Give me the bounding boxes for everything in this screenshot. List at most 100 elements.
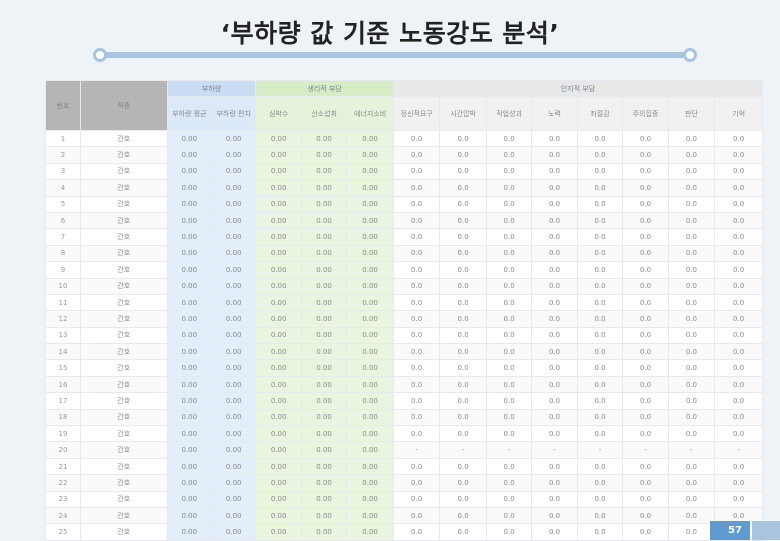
value-cell: 0.0 — [439, 195, 487, 213]
value-cell: 0.00 — [166, 408, 213, 427]
value-cell: 0.00 — [300, 195, 348, 213]
value-cell: 0.0 — [531, 506, 578, 525]
value-cell: 0.00 — [210, 261, 257, 279]
value-cell: 0.0 — [439, 293, 487, 312]
table-row: 4 간호 0.00 0.00 0.00 0.00 0.00 0.0 0.0 0.0 0.0 0.0 0.… — [45, 179, 763, 197]
row-index-cell: 6 — [45, 211, 81, 230]
value-cell: 0.00 — [166, 425, 213, 443]
value-cell: 0.00 — [210, 179, 257, 197]
job-cell: 간호 — [79, 523, 168, 541]
value-cell: 0.0 — [622, 293, 669, 312]
value-cell: 0.00 — [346, 441, 394, 459]
value-cell: 0.0 — [622, 506, 669, 525]
value-cell: 0.0 — [531, 457, 578, 476]
col-header: 에너지소비 — [346, 96, 394, 131]
table-row: 6 간호 0.00 0.00 0.00 0.00 0.00 0.0 0.0 0.0 0.0 0.0 0.… — [45, 211, 763, 230]
value-cell: 0.0 — [485, 228, 533, 246]
col-header: 시간압박 — [439, 96, 487, 131]
value-cell: 0.0 — [622, 277, 669, 295]
value-cell: 0.0 — [439, 474, 487, 492]
value-cell: 0.00 — [166, 392, 213, 410]
value-cell: 0.00 — [346, 474, 394, 492]
value-cell: 0.0 — [485, 457, 533, 476]
col-header: 부하량 평균 — [166, 96, 213, 131]
value-cell: 0.00 — [255, 523, 302, 541]
job-cell: 간호 — [79, 343, 168, 361]
value-cell: 0.00 — [300, 490, 348, 508]
value-cell: 0.00 — [166, 326, 213, 345]
value-cell: 0.0 — [531, 129, 578, 148]
col-header: 정신적요구 — [392, 96, 441, 131]
value-cell: 0.0 — [714, 179, 763, 197]
value-cell: 0.0 — [531, 359, 578, 377]
col-header: 판단 — [667, 96, 716, 131]
value-cell: 0.0 — [714, 343, 763, 361]
table-row: 13 간호 0.00 0.00 0.00 0.00 0.00 0.0 0.0 0.0 0.0 0.0 0… — [45, 326, 763, 345]
value-cell: 0.00 — [166, 359, 213, 377]
value-cell: 0.0 — [439, 392, 487, 410]
value-cell: 0.00 — [255, 195, 302, 213]
value-cell: 0.00 — [255, 211, 302, 230]
value-cell: 0.0 — [392, 195, 441, 213]
value-cell: 0.00 — [346, 129, 394, 148]
group-header-physio: 생리적 부담 — [255, 80, 394, 97]
value-cell: 0.0 — [714, 375, 763, 394]
value-cell: 0.0 — [392, 228, 441, 246]
value-cell: 0.0 — [392, 129, 441, 148]
value-cell: 0.0 — [622, 375, 669, 394]
value-cell: 0.00 — [210, 146, 257, 164]
value-cell: 0.00 — [346, 343, 394, 361]
row-index-cell: 14 — [45, 343, 81, 361]
value-cell: 0.0 — [576, 162, 624, 181]
value-cell: 0.0 — [576, 408, 624, 427]
value-cell: 0.00 — [346, 261, 394, 279]
value-cell: 0.00 — [300, 392, 348, 410]
value-cell: 0.0 — [531, 310, 578, 328]
col-header-index: 번호 — [45, 80, 81, 131]
value-cell: 0.0 — [485, 359, 533, 377]
value-cell: 0.00 — [210, 392, 257, 410]
value-cell: 0.0 — [531, 425, 578, 443]
value-cell: 0.0 — [485, 474, 533, 492]
value-cell: 0.00 — [255, 277, 302, 295]
value-cell: 0.00 — [255, 441, 302, 459]
row-index-cell: 16 — [45, 375, 81, 394]
row-index-cell: 24 — [45, 506, 81, 525]
value-cell: 0.0 — [392, 343, 441, 361]
value-cell: 0.0 — [485, 162, 533, 181]
job-cell: 간호 — [79, 244, 168, 263]
value-cell: 0.0 — [576, 474, 624, 492]
value-cell: 0.00 — [210, 277, 257, 295]
col-header: 작업성과 — [485, 96, 533, 131]
value-cell: 0.00 — [166, 211, 213, 230]
value-cell: 0.00 — [255, 375, 302, 394]
value-cell: 0.00 — [210, 441, 257, 459]
job-cell: 간호 — [79, 392, 168, 410]
value-cell: 0.00 — [166, 162, 213, 181]
table-row: 9 간호 0.00 0.00 0.00 0.00 0.00 0.0 0.0 0.0 0.0 0.0 0.… — [45, 261, 763, 279]
value-cell: 0.0 — [667, 326, 716, 345]
value-cell: 0.0 — [667, 457, 716, 476]
value-cell: 0.00 — [255, 129, 302, 148]
value-cell: 0.0 — [714, 293, 763, 312]
value-cell: 0.0 — [622, 457, 669, 476]
value-cell: 0.00 — [300, 326, 348, 345]
value-cell: 0.00 — [346, 293, 394, 312]
row-index-cell: 10 — [45, 277, 81, 295]
value-cell: 0.0 — [622, 211, 669, 230]
value-cell: 0.0 — [622, 392, 669, 410]
row-index-cell: 4 — [45, 179, 81, 197]
value-cell: 0.0 — [714, 392, 763, 410]
value-cell: 0.0 — [576, 310, 624, 328]
value-cell: 0.00 — [210, 506, 257, 525]
value-cell: 0.0 — [531, 162, 578, 181]
value-cell: 0.00 — [255, 326, 302, 345]
job-cell: 간호 — [79, 228, 168, 246]
value-cell: 0.00 — [300, 244, 348, 263]
value-cell: 0.0 — [485, 244, 533, 263]
value-cell: 0.0 — [714, 310, 763, 328]
value-cell: 0.00 — [346, 506, 394, 525]
row-index-cell: 25 — [45, 523, 81, 541]
value-cell: 0.00 — [346, 408, 394, 427]
table-row: 8 간호 0.00 0.00 0.00 0.00 0.00 0.0 0.0 0.0 0.0 0.0 0.… — [45, 244, 763, 263]
